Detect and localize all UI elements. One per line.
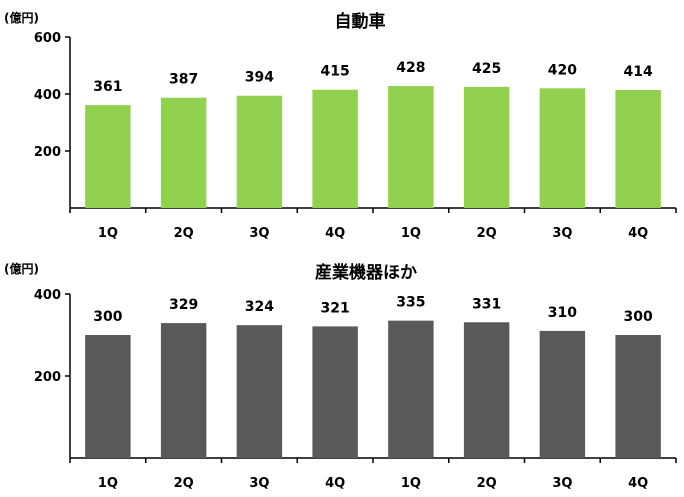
bar (388, 320, 434, 458)
bar (85, 105, 131, 208)
x-tick-label: 4Q (325, 226, 345, 241)
bar (312, 326, 358, 458)
bar (463, 322, 510, 458)
x-tick-label: 1Q (98, 476, 118, 491)
data-label: 335 (396, 295, 425, 311)
data-label: 331 (472, 296, 501, 312)
data-label: 310 (548, 305, 577, 321)
data-label: 425 (472, 61, 501, 77)
bar (388, 86, 434, 208)
x-tick-label: 1Q (401, 476, 421, 491)
data-label: 300 (93, 309, 122, 325)
bar (236, 325, 283, 458)
bar (615, 335, 661, 458)
bars: 200 400 300 1Q 329 2Q 324 3Q 321 4Q 335 1Q 331 2Q 310 3… (34, 288, 677, 491)
bar (312, 89, 358, 208)
y-tick-label: 200 (34, 145, 61, 160)
chart-title: 産業機器ほか (315, 262, 417, 283)
data-label: 321 (321, 300, 350, 316)
y-tick-label: 200 (34, 370, 61, 385)
data-label: 420 (548, 62, 577, 78)
y-tick-label: 400 (34, 288, 61, 303)
chart-automotive: 自動車 (億円) 200 400 600 361 1Q 387 2Q 394 3Q 415 4Q 42… (4, 10, 677, 241)
x-tick-label: 2Q (477, 476, 497, 491)
bar (615, 90, 661, 208)
x-tick-label: 4Q (628, 476, 648, 491)
data-label: 387 (169, 72, 198, 88)
x-tick-label: 4Q (325, 476, 345, 491)
data-label: 415 (321, 64, 350, 80)
chart-title: 自動車 (335, 11, 386, 32)
data-label: 329 (169, 297, 198, 313)
x-tick-label: 2Q (174, 476, 194, 491)
data-label: 394 (245, 70, 274, 86)
data-label: 414 (624, 64, 653, 80)
y-tick-label: 600 (34, 31, 61, 46)
x-tick-label: 2Q (477, 226, 497, 241)
bar (236, 95, 283, 208)
x-tick-label: 2Q (174, 226, 194, 241)
bar (463, 86, 510, 208)
data-label: 428 (396, 60, 425, 76)
bar (539, 330, 586, 458)
x-tick-label: 3Q (249, 226, 269, 241)
x-tick-label: 3Q (249, 476, 269, 491)
bar (85, 335, 131, 458)
x-tick-label: 1Q (98, 226, 118, 241)
data-label: 300 (624, 309, 653, 325)
y-unit-label: (億円) (4, 261, 39, 276)
chart-industrial: 産業機器ほか (億円) 200 400 300 1Q 329 2Q 324 3Q 321 4Q 33… (4, 261, 677, 491)
x-tick-label: 3Q (552, 226, 572, 241)
data-label: 324 (245, 299, 274, 315)
x-tick-label: 3Q (552, 476, 572, 491)
y-tick-label: 400 (34, 88, 61, 103)
data-label: 361 (93, 79, 122, 95)
bar (160, 323, 207, 458)
bar (539, 88, 586, 208)
x-tick-label: 1Q (401, 226, 421, 241)
bars: 200 400 600 361 1Q 387 2Q 394 3Q 415 4Q 428 1Q 425 2Q 4… (34, 31, 677, 241)
y-unit-label: (億円) (4, 10, 39, 25)
x-tick-label: 4Q (628, 226, 648, 241)
bar (160, 97, 207, 208)
